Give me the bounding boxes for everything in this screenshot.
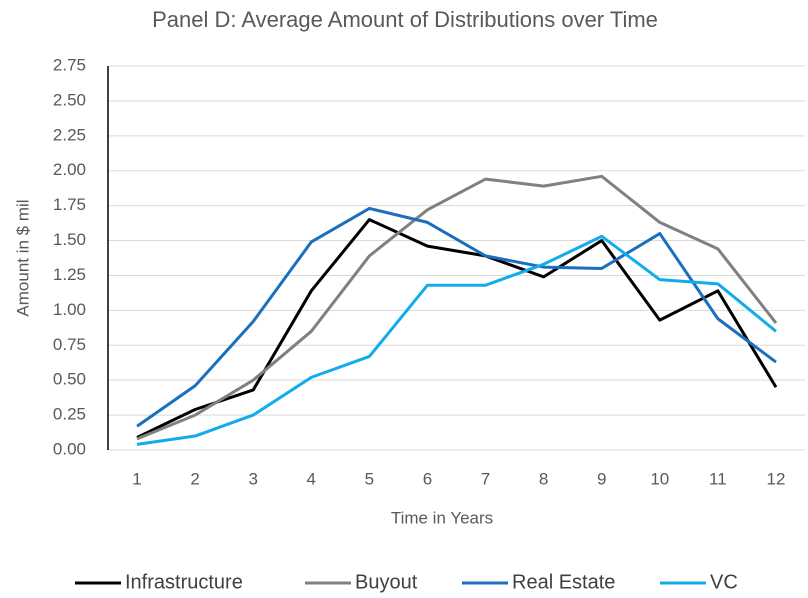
y-tick-label: 2.75 <box>53 55 86 74</box>
x-tick-label: 6 <box>423 469 432 488</box>
chart-title: Panel D: Average Amount of Distributions… <box>152 7 658 32</box>
x-tick-label: 8 <box>539 469 548 488</box>
y-tick-label: 0.75 <box>53 335 86 354</box>
y-tick-label: 2.25 <box>53 125 86 144</box>
x-tick-label: 2 <box>190 469 199 488</box>
series-line <box>136 218 778 439</box>
y-tick-label: 1.25 <box>53 265 86 284</box>
y-axis-title: Amount in $ mil <box>13 199 32 316</box>
y-tick-label: 2.50 <box>53 90 86 109</box>
series-line <box>136 206 777 428</box>
x-tick-label: 3 <box>248 469 257 488</box>
y-tick-label: 1.50 <box>53 230 86 249</box>
x-tick-label: 9 <box>597 469 606 488</box>
series-line <box>136 234 777 446</box>
legend-label: Buyout <box>355 571 418 593</box>
y-tick-label: 0.00 <box>53 439 86 458</box>
x-tick-label: 11 <box>709 469 727 488</box>
y-tick-label: 1.75 <box>53 195 86 214</box>
y-tick-label: 2.00 <box>53 160 86 179</box>
legend-label: Infrastructure <box>125 571 243 593</box>
y-tick-label: 0.50 <box>53 370 86 389</box>
y-tick-label: 0.25 <box>53 405 86 424</box>
legend-label: Real Estate <box>512 571 615 593</box>
x-tick-label: 12 <box>766 469 785 488</box>
x-tick-label: 5 <box>365 469 374 488</box>
x-tick-label: 4 <box>307 469 316 488</box>
x-tick-label: 7 <box>481 469 490 488</box>
legend-label: VC <box>710 571 738 593</box>
x-axis-title: Time in Years <box>391 508 493 527</box>
x-tick-label: 10 <box>650 469 669 488</box>
x-tick-label: 1 <box>132 469 141 488</box>
series-line <box>136 174 778 441</box>
y-tick-label: 1.00 <box>53 300 86 319</box>
